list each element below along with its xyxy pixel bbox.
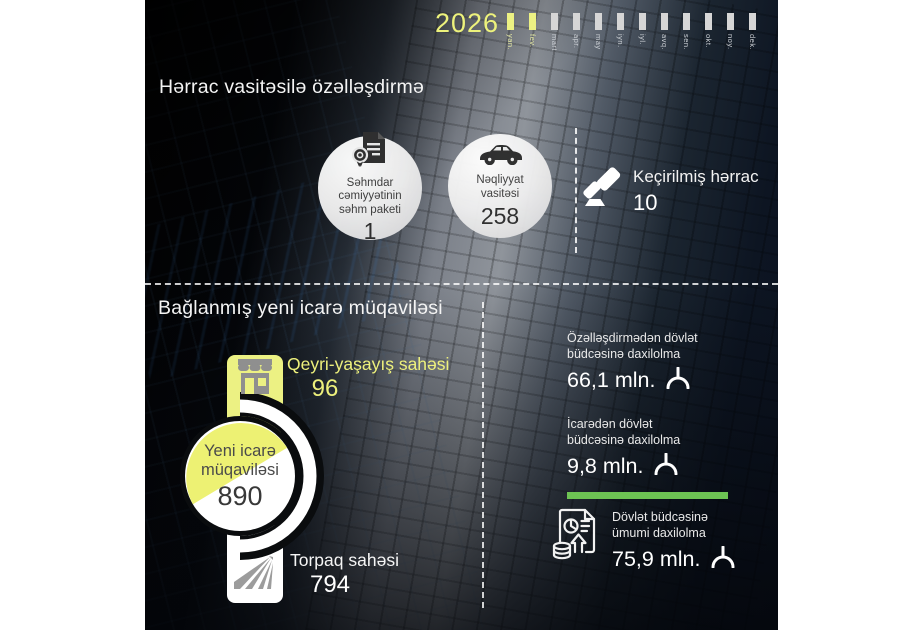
- storefront-icon: [238, 359, 272, 394]
- manat-icon: [653, 452, 679, 480]
- budget-stat-total: Dövlət büdcəsinə ümumi daxilolma 75,9 ml…: [550, 506, 736, 573]
- green-divider-bar: [567, 492, 728, 499]
- stat-label-line: ümumi daxilolma: [612, 526, 706, 540]
- stat-value: 66,1 mln.: [567, 368, 656, 392]
- stat-label-line: Özəlləşdirmədən dövlət: [567, 331, 698, 345]
- budget-stat-lease: İcarədən dövlət büdcəsinə daxilolma 9,8 …: [567, 416, 680, 480]
- stat-label-line: büdcəsinə daxilolma: [567, 433, 681, 447]
- segment-value-nonresidential: 96: [311, 375, 339, 402]
- stat-label-line: Dövlət büdcəsinə: [612, 510, 708, 524]
- stat-value: 75,9 mln.: [612, 547, 701, 571]
- segment-label-land: Torpaq sahəsi: [290, 550, 399, 570]
- segment-value-land: 794: [309, 571, 351, 598]
- donut-center-value: 890: [217, 481, 263, 511]
- infographic-canvas: 2026 yan. fev. mart apr. may iyn. iyl. a…: [145, 0, 778, 630]
- stat-value: 9,8 mln.: [567, 454, 644, 478]
- manat-icon: [710, 545, 736, 573]
- budget-stat-privatization: Özəlləşdirmədən dövlət büdcəsinə daxilol…: [567, 330, 698, 394]
- budget-report-icon: [550, 506, 602, 567]
- segment-label-nonresidential: Qeyri-yaşayış sahəsi: [287, 354, 450, 374]
- donut-center-label: Yeni icarə müqaviləsi: [201, 442, 279, 480]
- stat-label-line: büdcəsinə daxilolma: [567, 347, 681, 361]
- manat-icon: [665, 366, 691, 394]
- stat-label-line: İcarədən dövlət: [567, 417, 653, 431]
